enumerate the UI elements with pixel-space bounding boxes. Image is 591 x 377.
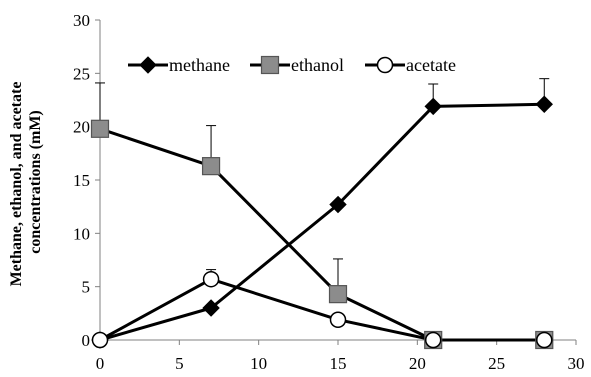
- data-points: [90, 95, 554, 350]
- ethanol-point: [328, 285, 348, 304]
- x-tick-label: 30: [568, 354, 585, 373]
- acetate-point: [424, 331, 442, 349]
- y-tick-label: 15: [73, 171, 90, 190]
- legend: methane ethanol acetate: [128, 55, 456, 75]
- ethanol-line: [99, 127, 545, 342]
- x-tick-label: 15: [330, 354, 347, 373]
- x-tick-label: 0: [96, 354, 105, 373]
- x-tick-label: 10: [250, 354, 267, 373]
- y-tick-label: 20: [73, 118, 90, 137]
- y-tick-label: 30: [73, 11, 90, 30]
- methane-point: [424, 97, 442, 116]
- acetate-point: [329, 311, 347, 328]
- x-tick-label: 20: [409, 354, 426, 373]
- acetate-point: [536, 331, 553, 349]
- acetate-point: [91, 331, 109, 349]
- methane-point: [202, 299, 220, 317]
- methane-point: [329, 195, 347, 214]
- legend-ethanol-marker: [260, 55, 280, 75]
- x-tick-label: 5: [175, 354, 184, 373]
- acetate-point: [202, 270, 220, 288]
- legend-ethanol-label: ethanol: [291, 55, 344, 75]
- y-tick-label: 25: [73, 64, 90, 83]
- legend-acetate-marker: [376, 56, 394, 74]
- y-axis-label-line1: Methane, ethanol, and acetate: [8, 82, 25, 287]
- methane-point: [535, 95, 553, 113]
- y-axis-label-line2: concentrations (mM): [27, 110, 44, 254]
- y-tick-label: 5: [82, 278, 91, 297]
- tick-labels: 0 5 10 15 20 25 30 0 5 10 15 20 25 30: [73, 11, 585, 373]
- ethanol-point: [90, 119, 110, 138]
- ethanol-point: [201, 157, 221, 176]
- x-tick-label: 25: [488, 354, 505, 373]
- y-tick-label: 10: [73, 224, 90, 243]
- legend-methane-label: methane: [169, 55, 230, 75]
- legend-acetate-label: acetate: [406, 55, 456, 75]
- error-bars: [95, 78, 550, 295]
- y-axis-label: Methane, ethanol, and acetate concentrat…: [8, 78, 44, 287]
- series-lines: [99, 102, 545, 342]
- y-tick-label: 0: [82, 331, 91, 350]
- acetate-line: [99, 277, 545, 342]
- legend-methane-marker: [139, 56, 157, 74]
